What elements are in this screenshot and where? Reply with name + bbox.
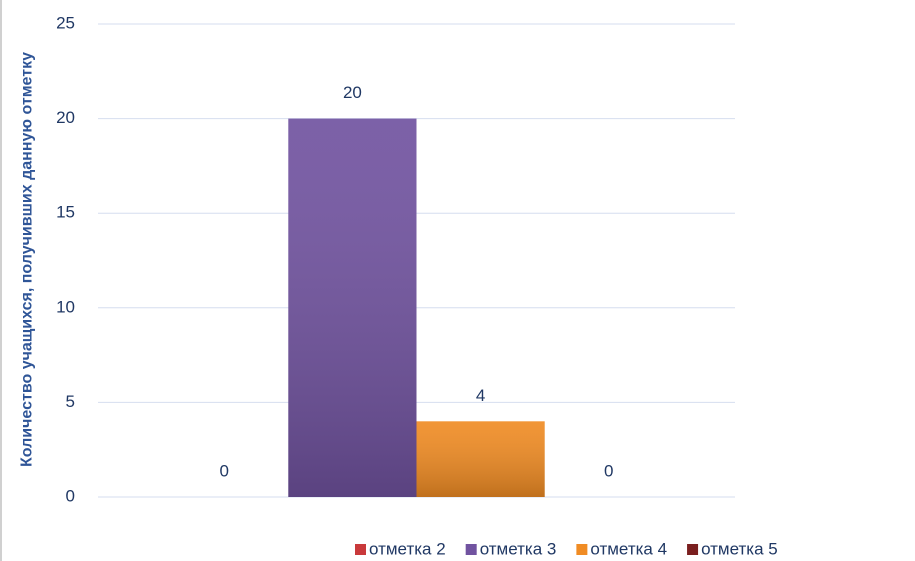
legend-label: отметка 5	[701, 539, 778, 558]
y-tick-label: 0	[66, 486, 75, 505]
bar	[416, 421, 545, 497]
legend-label: отметка 3	[480, 539, 557, 558]
legend-swatch	[465, 544, 477, 555]
data-label: 0	[219, 461, 228, 480]
y-tick-label: 15	[56, 203, 75, 222]
y-tick-label: 10	[56, 297, 75, 316]
y-tick-label: 20	[56, 108, 75, 127]
data-label: 20	[343, 83, 362, 102]
legend-swatch	[576, 544, 588, 555]
data-label: 4	[476, 386, 485, 405]
bar	[288, 118, 417, 497]
y-tick-label: 5	[66, 392, 75, 411]
y-axis-label: Количество учащихся, получивших данную о…	[18, 52, 36, 467]
legend-label: отметка 2	[369, 539, 446, 558]
y-tick-label: 25	[56, 13, 75, 32]
legend-swatch	[355, 544, 366, 555]
legend-swatch	[687, 544, 699, 555]
data-label: 0	[604, 461, 613, 480]
legend-label: отметка 4	[590, 539, 667, 558]
